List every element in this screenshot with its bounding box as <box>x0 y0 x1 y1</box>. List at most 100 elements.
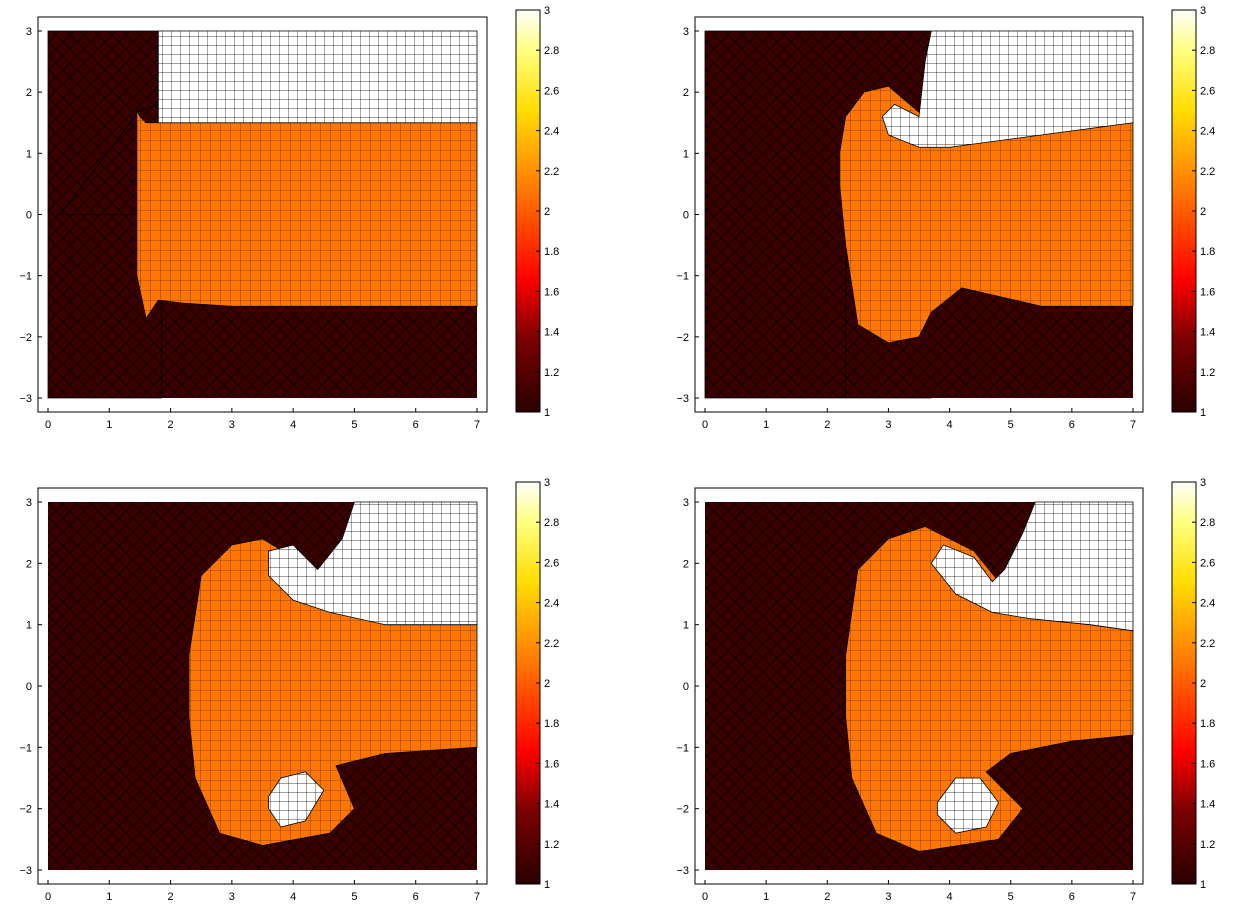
colorbar-tick-label: 1 <box>544 879 550 891</box>
x-tick-label: 4 <box>947 891 953 903</box>
x-tick-label: 6 <box>1069 891 1075 903</box>
region-value-3 <box>930 501 1134 632</box>
panel-1: 0 1 2 3 4 5 6 7 −3 −2 −1 0 1 2 3 1 1.2 1.4 1.6 1.8 2 2.2 2.4 2.… <box>19 5 559 431</box>
y-tick-label: −1 <box>19 742 32 754</box>
colorbar-tick-label: 3 <box>1200 5 1206 17</box>
x-tick-label: 7 <box>474 891 480 903</box>
y-tick-label: −3 <box>19 865 32 877</box>
colorbar-tick-label: 2.2 <box>544 638 559 650</box>
x-tick-label: 1 <box>106 419 112 431</box>
y-tick-label: −3 <box>19 393 32 405</box>
colorbar-tick-label: 1.2 <box>1200 367 1215 379</box>
y-tick-label: −1 <box>676 742 689 754</box>
x-tick-label: 5 <box>351 891 357 903</box>
colorbar-tick-label: 1 <box>1200 407 1206 419</box>
y-tick-label: 0 <box>26 210 32 222</box>
y-tick-label: 2 <box>683 558 689 570</box>
colorbar-tick-label: 2.4 <box>1200 126 1215 138</box>
region-value-3 <box>268 771 325 828</box>
colorbar-tick-label: 1.2 <box>1200 839 1215 851</box>
panel-3: 0 1 2 3 4 5 6 7 −3 −2 −1 0 1 2 3 1 1.2 1.4 1.6 1.8 2 2.2 2.4 2.… <box>19 477 559 903</box>
x-tick-label: 4 <box>947 419 953 431</box>
colorbar-tick-label: 3 <box>544 5 550 17</box>
colorbar-tick-label: 2 <box>544 678 550 690</box>
y-tick-label: 2 <box>26 87 32 99</box>
y-tick-label: 0 <box>683 210 689 222</box>
x-tick-label: 4 <box>290 891 296 903</box>
colorbar-tick-label: 1.6 <box>544 758 559 770</box>
colorbar-tick-label: 1 <box>1200 879 1206 891</box>
y-tick-label: −2 <box>19 804 32 816</box>
colorbar-tick-label: 1.6 <box>1200 758 1215 770</box>
colorbar-tick-label: 1.4 <box>1200 799 1215 811</box>
x-tick-label: 3 <box>229 891 235 903</box>
colorbar-tick-label: 1.4 <box>1200 327 1215 339</box>
colorbar-tick-label: 1.6 <box>1200 286 1215 298</box>
colorbar-tick-label: 2 <box>1200 678 1206 690</box>
y-tick-label: 0 <box>683 681 689 693</box>
x-tick-label: 6 <box>413 419 419 431</box>
colorbar-tick-label: 1 <box>544 407 550 419</box>
colorbar-tick-label: 2.8 <box>1200 45 1215 57</box>
region-value-3 <box>157 30 478 124</box>
colorbar-tick-label: 3 <box>1200 477 1206 489</box>
x-tick-label: 5 <box>1008 419 1014 431</box>
y-tick-label: 3 <box>683 26 689 38</box>
colorbar-tick-label: 2.6 <box>1200 85 1215 97</box>
colorbar-tick-label: 2.6 <box>544 85 559 97</box>
region-value-2 <box>839 85 1134 344</box>
y-tick-label: −3 <box>676 865 689 877</box>
colorbar-tick-label: 2.2 <box>544 166 559 178</box>
colorbar-tick-label: 2 <box>544 206 550 218</box>
x-tick-label: 3 <box>885 891 891 903</box>
colorbar-tick-label: 2.6 <box>544 557 559 569</box>
x-tick-label: 0 <box>702 891 708 903</box>
x-tick-label: 6 <box>413 891 419 903</box>
region-value-3 <box>881 30 1134 148</box>
colorbar-tick-label: 2.6 <box>1200 557 1215 569</box>
colorbar-tick-label: 1.8 <box>1200 246 1215 258</box>
colorbar-tick-label: 2.2 <box>1200 638 1215 650</box>
colorbar-tick-label: 2.4 <box>544 598 559 610</box>
x-tick-label: 0 <box>702 419 708 431</box>
colorbar-tick-label: 1.8 <box>544 718 559 730</box>
x-tick-label: 2 <box>168 891 174 903</box>
colorbar-tick-label: 1.8 <box>1200 718 1215 730</box>
x-tick-label: 2 <box>824 419 830 431</box>
colorbar-tick-label: 3 <box>544 477 550 489</box>
y-tick-label: −2 <box>676 332 689 344</box>
colorbar-tick-label: 1.6 <box>544 286 559 298</box>
x-tick-label: 2 <box>824 891 830 903</box>
y-tick-label: 1 <box>683 148 689 160</box>
colorbar-tick-label: 1.4 <box>544 799 559 811</box>
x-tick-label: 7 <box>1130 891 1136 903</box>
x-tick-label: 1 <box>106 891 112 903</box>
x-tick-label: 1 <box>763 419 769 431</box>
colorbar-tick-label: 1.2 <box>544 367 559 379</box>
colorbar-tick-label: 2.2 <box>1200 166 1215 178</box>
y-tick-label: −3 <box>676 393 689 405</box>
x-tick-label: 0 <box>45 419 51 431</box>
colorbar-tick-label: 1.2 <box>544 839 559 851</box>
colorbar-tick-label: 2.4 <box>544 126 559 138</box>
y-tick-label: 2 <box>683 87 689 99</box>
x-tick-label: 7 <box>474 419 480 431</box>
panel-2: 0 1 2 3 4 5 6 7 −3 −2 −1 0 1 2 3 1 1.2 1.4 1.6 1.8 2 2.2 2.4 2.… <box>676 5 1215 431</box>
colorbar-tick-label: 1.4 <box>544 327 559 339</box>
colorbar-tick-label: 2.8 <box>1200 517 1215 529</box>
colorbar-tick-label: 1.8 <box>544 246 559 258</box>
x-tick-label: 5 <box>351 419 357 431</box>
y-tick-label: −2 <box>676 804 689 816</box>
region-value-3 <box>268 501 478 626</box>
y-tick-label: −2 <box>19 332 32 344</box>
y-tick-label: 2 <box>26 558 32 570</box>
colorbar-tick-label: 2.4 <box>1200 598 1215 610</box>
y-tick-label: 3 <box>26 26 32 38</box>
region-value-2 <box>188 538 478 846</box>
colorbar-tick-label: 2.8 <box>544 517 559 529</box>
region-value-2 <box>845 526 1134 853</box>
colorbar-tick-label: 2 <box>1200 206 1206 218</box>
region-value-2 <box>136 110 478 320</box>
y-tick-label: 3 <box>683 497 689 509</box>
